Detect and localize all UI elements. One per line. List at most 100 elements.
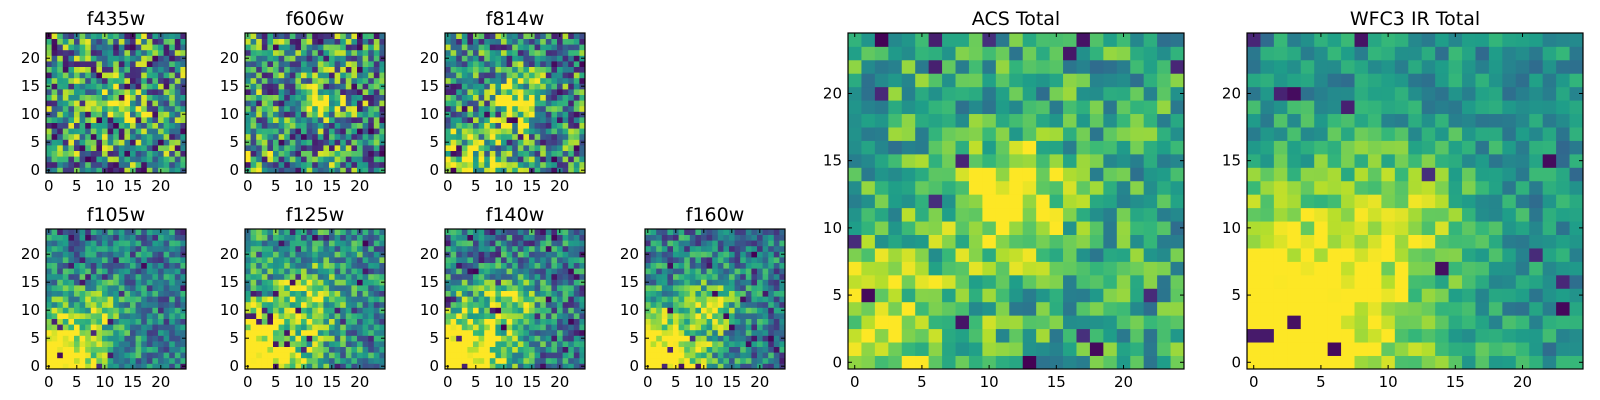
heatmap-cell [968, 261, 983, 276]
heatmap-cell [79, 313, 86, 319]
heatmap-cell [562, 229, 569, 235]
heatmap-cell [74, 357, 80, 364]
heatmap-cell [62, 307, 69, 314]
heatmap-cell [284, 229, 291, 235]
heatmap-cell [473, 150, 479, 157]
heatmap-cell [656, 240, 663, 247]
heatmap-cell [757, 285, 763, 291]
heatmap-cell [256, 329, 263, 336]
heatmap-cell [650, 346, 657, 353]
heatmap-cell [467, 307, 474, 314]
heatmap-cell [250, 94, 257, 101]
heatmap-cell [489, 150, 496, 157]
heatmap-cell [340, 139, 347, 146]
heatmap-cell [323, 61, 330, 67]
heatmap-cell [130, 89, 136, 95]
heatmap-cell [684, 329, 691, 336]
heatmap-cell [368, 329, 375, 336]
heatmap-cell [461, 290, 468, 297]
heatmap-cell [46, 72, 52, 79]
heatmap-cell [445, 38, 451, 45]
heatmap-cell [545, 111, 552, 118]
heatmap-cell [85, 150, 92, 157]
heatmap-cell [51, 77, 58, 84]
heatmap-cell [757, 352, 763, 359]
heatmap-cell [250, 161, 257, 168]
axes-frame [244, 228, 386, 370]
heatmap-cell [489, 313, 496, 319]
heatmap-cell [517, 346, 524, 353]
heatmap-cell [351, 240, 358, 247]
heatmap-cell [351, 83, 358, 90]
y-tick-label: 20 [420, 245, 439, 263]
heatmap-cell [130, 161, 136, 168]
heatmap-cell [445, 301, 451, 308]
heatmap-cell [357, 279, 363, 286]
heatmap-cell [667, 301, 674, 308]
heatmap-cell [534, 111, 541, 118]
heatmap-cell [1009, 248, 1024, 262]
heatmap-cell [740, 251, 747, 258]
heatmap-cell [245, 72, 251, 79]
heatmap-cell [74, 122, 80, 129]
heatmap-cell [345, 156, 352, 163]
heatmap-cell [888, 221, 903, 235]
heatmap-cell [506, 329, 513, 336]
heatmap-cell [323, 313, 330, 319]
heatmap-cell [301, 257, 307, 263]
heatmap-cell [551, 49, 558, 56]
heatmap-cell [306, 229, 313, 235]
heatmap-cell [512, 234, 519, 241]
heatmap-cell [768, 352, 775, 359]
heatmap-cell [334, 341, 341, 347]
heatmap-cell [551, 83, 558, 90]
heatmap-cell [706, 352, 713, 359]
y-tick-label: 5 [429, 133, 439, 151]
heatmap-cell [323, 245, 330, 252]
heatmap-cell [495, 307, 502, 314]
heatmap-cell [329, 335, 335, 342]
heatmap-cell [534, 139, 541, 146]
heatmap-cell [456, 167, 463, 174]
heatmap-cell [773, 335, 780, 342]
heatmap-cell [96, 234, 103, 241]
heatmap-cell [712, 352, 719, 359]
heatmap-cell [289, 111, 296, 118]
heatmap-cell [334, 111, 341, 118]
heatmap-cell [450, 33, 457, 39]
heatmap-cell [545, 324, 552, 331]
heatmap-cell [79, 111, 86, 118]
heatmap-cell [135, 245, 142, 252]
heatmap-cell [295, 307, 302, 314]
heatmap-cell [141, 161, 148, 168]
heatmap-cell [712, 313, 719, 319]
heatmap-cell [540, 161, 547, 168]
heatmap-cell [273, 100, 279, 107]
heatmap-cell [261, 251, 268, 258]
heatmap-cell [723, 335, 730, 342]
heatmap-cell [751, 363, 758, 370]
heatmap-cell [62, 234, 69, 241]
heatmap-cell [1036, 315, 1050, 330]
heatmap-cell [329, 290, 335, 297]
heatmap-cell [478, 341, 485, 347]
heatmap-cell [489, 133, 496, 140]
heatmap-cell [68, 100, 75, 107]
heatmap-cell [523, 128, 530, 135]
heatmap-cell [562, 307, 569, 314]
heatmap-cell [673, 357, 679, 364]
heatmap-cell [289, 167, 296, 174]
heatmap-cell [306, 94, 313, 101]
heatmap-cell [368, 33, 375, 39]
heatmap-cell [512, 61, 519, 67]
heatmap-cell [158, 357, 164, 364]
heatmap-cell [501, 145, 507, 151]
heatmap-cell [661, 346, 668, 353]
heatmap-cell [888, 194, 903, 209]
heatmap-cell [1157, 248, 1171, 262]
heatmap-cell [473, 357, 479, 364]
heatmap-cell [467, 329, 474, 336]
heatmap-cell [523, 268, 530, 275]
heatmap-cell [717, 251, 724, 258]
heatmap-cell [85, 55, 92, 62]
